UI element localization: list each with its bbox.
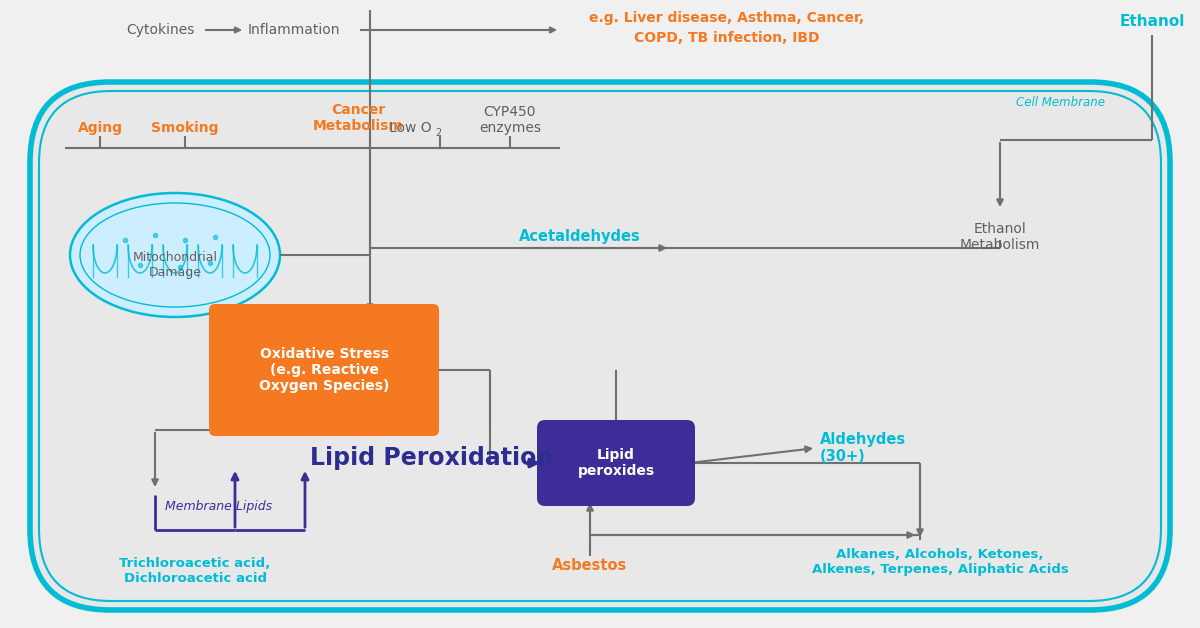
Text: Cancer
Metabolism: Cancer Metabolism: [313, 103, 403, 133]
Text: Oxidative Stress
(e.g. Reactive
Oxygen Species): Oxidative Stress (e.g. Reactive Oxygen S…: [259, 347, 389, 393]
Text: Lipid
peroxides: Lipid peroxides: [577, 448, 654, 478]
FancyBboxPatch shape: [30, 82, 1170, 610]
Text: Ethanol
Metabolism: Ethanol Metabolism: [960, 222, 1040, 252]
Text: Asbestos: Asbestos: [552, 558, 628, 573]
Text: Ethanol: Ethanol: [1120, 14, 1184, 30]
Text: Lipid Peroxidation: Lipid Peroxidation: [310, 446, 553, 470]
FancyBboxPatch shape: [209, 304, 439, 436]
Ellipse shape: [80, 203, 270, 307]
Ellipse shape: [70, 193, 280, 317]
Text: Low O: Low O: [389, 121, 432, 135]
Text: Aging: Aging: [78, 121, 122, 135]
Text: CYP450
enzymes: CYP450 enzymes: [479, 105, 541, 135]
Text: Cell Membrane: Cell Membrane: [1015, 97, 1104, 109]
FancyBboxPatch shape: [538, 420, 695, 506]
Text: Acetaldehydes: Acetaldehydes: [520, 229, 641, 244]
Text: Trichloroacetic acid,
Dichloroacetic acid: Trichloroacetic acid, Dichloroacetic aci…: [119, 557, 271, 585]
Text: Smoking: Smoking: [151, 121, 218, 135]
Text: COPD, TB infection, IBD: COPD, TB infection, IBD: [635, 31, 820, 45]
Text: Mitochondrial
Damage: Mitochondrial Damage: [132, 251, 217, 279]
Text: Membrane Lipids: Membrane Lipids: [166, 500, 272, 513]
Text: Inflammation: Inflammation: [248, 23, 341, 37]
Text: 2: 2: [436, 128, 442, 138]
Text: Aldehydes
(30+): Aldehydes (30+): [820, 432, 906, 464]
Text: Alkanes, Alcohols, Ketones,
Alkenes, Terpenes, Aliphatic Acids: Alkanes, Alcohols, Ketones, Alkenes, Ter…: [811, 548, 1068, 576]
Text: e.g. Liver disease, Asthma, Cancer,: e.g. Liver disease, Asthma, Cancer,: [589, 11, 864, 25]
Text: Cytokines: Cytokines: [127, 23, 194, 37]
